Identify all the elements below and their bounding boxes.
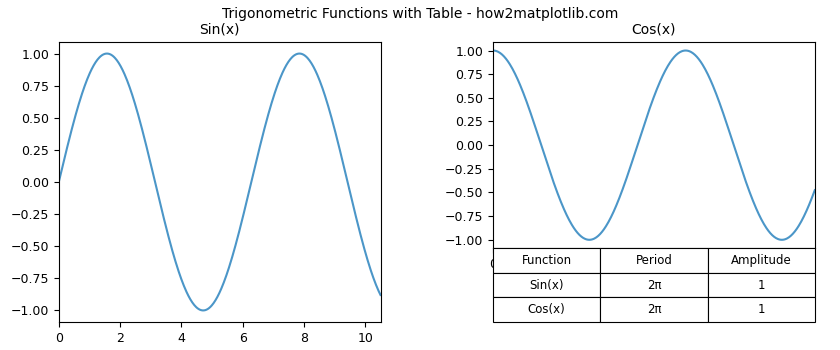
Title: Sin(x): Sin(x) [199,23,240,37]
Text: Trigonometric Functions with Table - how2matplotlib.com: Trigonometric Functions with Table - how… [222,7,618,21]
Title: Cos(x): Cos(x) [632,23,676,37]
